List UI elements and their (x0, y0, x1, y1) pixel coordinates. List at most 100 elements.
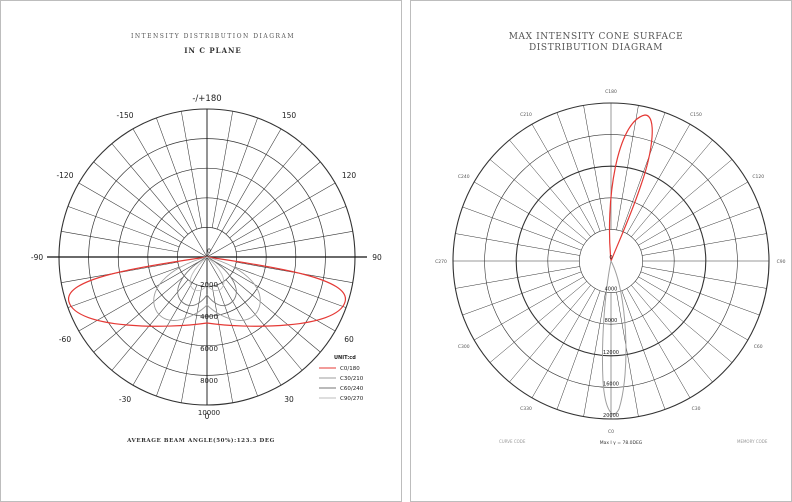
left-polar-diagram: INTENSITY DISTRIBUTION DIAGRAM IN C PLAN… (31, 33, 382, 444)
right-grid-spoke (455, 266, 580, 289)
legend-item-label: C60/240 (340, 386, 364, 392)
right-grid-spoke (556, 112, 601, 232)
right-grid-spoke (626, 124, 691, 234)
left-angle-label: -90 (31, 253, 43, 262)
c-plane-label: C240 (458, 174, 470, 180)
left-ring-label: 4000 (200, 313, 218, 321)
right-cone-curves (601, 114, 653, 415)
left-angle-label: -60 (59, 335, 71, 344)
right-grid-spoke (626, 288, 691, 398)
c-plane-label: C180 (605, 89, 617, 95)
left-grid-spoke (225, 143, 303, 235)
left-grid-spoke (111, 279, 189, 371)
left-grid-spoke (132, 128, 208, 258)
curve-c0-180 (68, 256, 346, 327)
right-ring-label: 20000 (603, 413, 619, 419)
left-polar-grid (47, 108, 367, 406)
legend-item-label: C90/270 (340, 396, 364, 402)
c-plane-label: C300 (458, 344, 470, 350)
intensity-distribution-panel: INTENSITY DISTRIBUTION DIAGRAM IN C PLAN… (0, 0, 402, 502)
right-grid-spoke (635, 159, 733, 241)
left-grid-spoke (93, 275, 185, 353)
left-ring-label: 2000 (200, 281, 218, 289)
right-ring-label: 16000 (603, 381, 619, 387)
left-ring-labels: 2000 4000 6000 8000 10000 0 (198, 248, 220, 417)
right-ring-label: 0 (609, 255, 612, 261)
right-grid-spoke (638, 276, 748, 341)
right-ring-label: 12000 (603, 350, 619, 356)
left-diagram-subtitle: IN C PLANE (184, 46, 241, 55)
left-grid-spoke (156, 284, 198, 397)
left-grid-spoke (206, 256, 282, 386)
left-grid-spoke (236, 231, 353, 253)
right-grid-spoke (640, 271, 760, 316)
cone-surface-panel: MAX INTENSITY CONE SURFACE DISTRIBUTION … (410, 0, 792, 502)
right-diagram-title-line1: MAX INTENSITY CONE SURFACE (509, 32, 684, 42)
c-plane-label: C270 (435, 259, 447, 265)
cone-curve-red (608, 114, 653, 262)
left-grid-spoke (181, 111, 203, 228)
right-ring-label: 8000 (605, 318, 618, 324)
left-grid-spoke (181, 286, 203, 403)
left-ring-label: 10000 (198, 409, 220, 417)
right-grid-spoke (638, 181, 748, 246)
left-ring-label: 8000 (200, 377, 218, 385)
curve-c60-240 (177, 256, 237, 307)
left-grid-spoke (61, 231, 178, 253)
right-polar-diagram: MAX INTENSITY CONE SURFACE DISTRIBUTION … (435, 32, 785, 446)
right-polar-grid (452, 102, 770, 420)
legend-item-label: C0/180 (340, 366, 360, 372)
left-angle-label: 30 (284, 395, 294, 404)
left-grid-spoke (211, 286, 233, 403)
left-angle-label: 0 (205, 412, 210, 421)
curve-code-footer: CURVE CODE (499, 439, 526, 444)
c-plane-label: C330 (520, 406, 532, 412)
left-grid-spoke (132, 256, 208, 386)
left-grid-spoke (206, 182, 336, 258)
left-angle-label: -30 (119, 395, 131, 404)
right-grid-spoke (621, 290, 666, 410)
c-plane-label: C30 (692, 406, 701, 412)
c-plane-label: C0 (608, 429, 614, 435)
left-ring-label: 6000 (200, 345, 218, 353)
left-angle-label: -150 (116, 111, 133, 120)
curve-c30-210 (153, 256, 261, 321)
left-grid-spoke (211, 111, 233, 228)
memory-code-footer: MEMORY CODE (737, 439, 768, 444)
left-grid-spoke (78, 182, 208, 258)
right-grid-spoke (640, 206, 760, 251)
right-grid-spoke (455, 233, 580, 256)
right-grid-spoke (509, 285, 591, 383)
beam-angle-caption: AVERAGE BEAM ANGLE(50%):123.3 DEG (126, 437, 275, 444)
c-plane-label: C120 (752, 174, 764, 180)
left-angle-label: -/+180 (192, 94, 221, 104)
left-grid-spoke (216, 284, 258, 397)
right-ring-label: 4000 (605, 287, 618, 293)
left-grid-spoke (206, 128, 282, 258)
right-grid-spoke (583, 292, 606, 417)
right-ring-labels: 0 4000 8000 12000 16000 20000 (603, 255, 619, 419)
left-grid-spoke (67, 266, 180, 308)
c-plane-label: C210 (520, 112, 532, 118)
right-grid-spoke (474, 276, 584, 341)
right-grid-spoke (631, 139, 713, 237)
left-grid-spoke (156, 117, 198, 230)
right-grid-spoke (462, 206, 582, 251)
left-ring-label-zero: 0 (207, 248, 211, 255)
left-angle-label: 90 (372, 253, 382, 262)
right-grid-spoke (462, 271, 582, 316)
left-grid-spoke (67, 206, 180, 248)
right-grid-spoke (642, 266, 767, 289)
right-diagram-title-line2: DISTRIBUTION DIAGRAM (529, 43, 663, 53)
right-grid-spoke (474, 181, 584, 246)
left-angle-label: -120 (56, 171, 73, 180)
legend-title: UNIT:cd (334, 355, 356, 361)
right-grid-spoke (509, 139, 591, 237)
curve-c90-270 (189, 256, 225, 292)
left-grid-spoke (111, 143, 189, 235)
left-intensity-curves (68, 256, 346, 327)
left-angle-label: 120 (342, 171, 357, 180)
right-grid-spoke (583, 105, 606, 230)
left-angle-labels: -/+180 150 -150 120 -120 90 -90 60 -60 30 -30 0 (31, 94, 382, 421)
right-grid-spoke (531, 288, 596, 398)
